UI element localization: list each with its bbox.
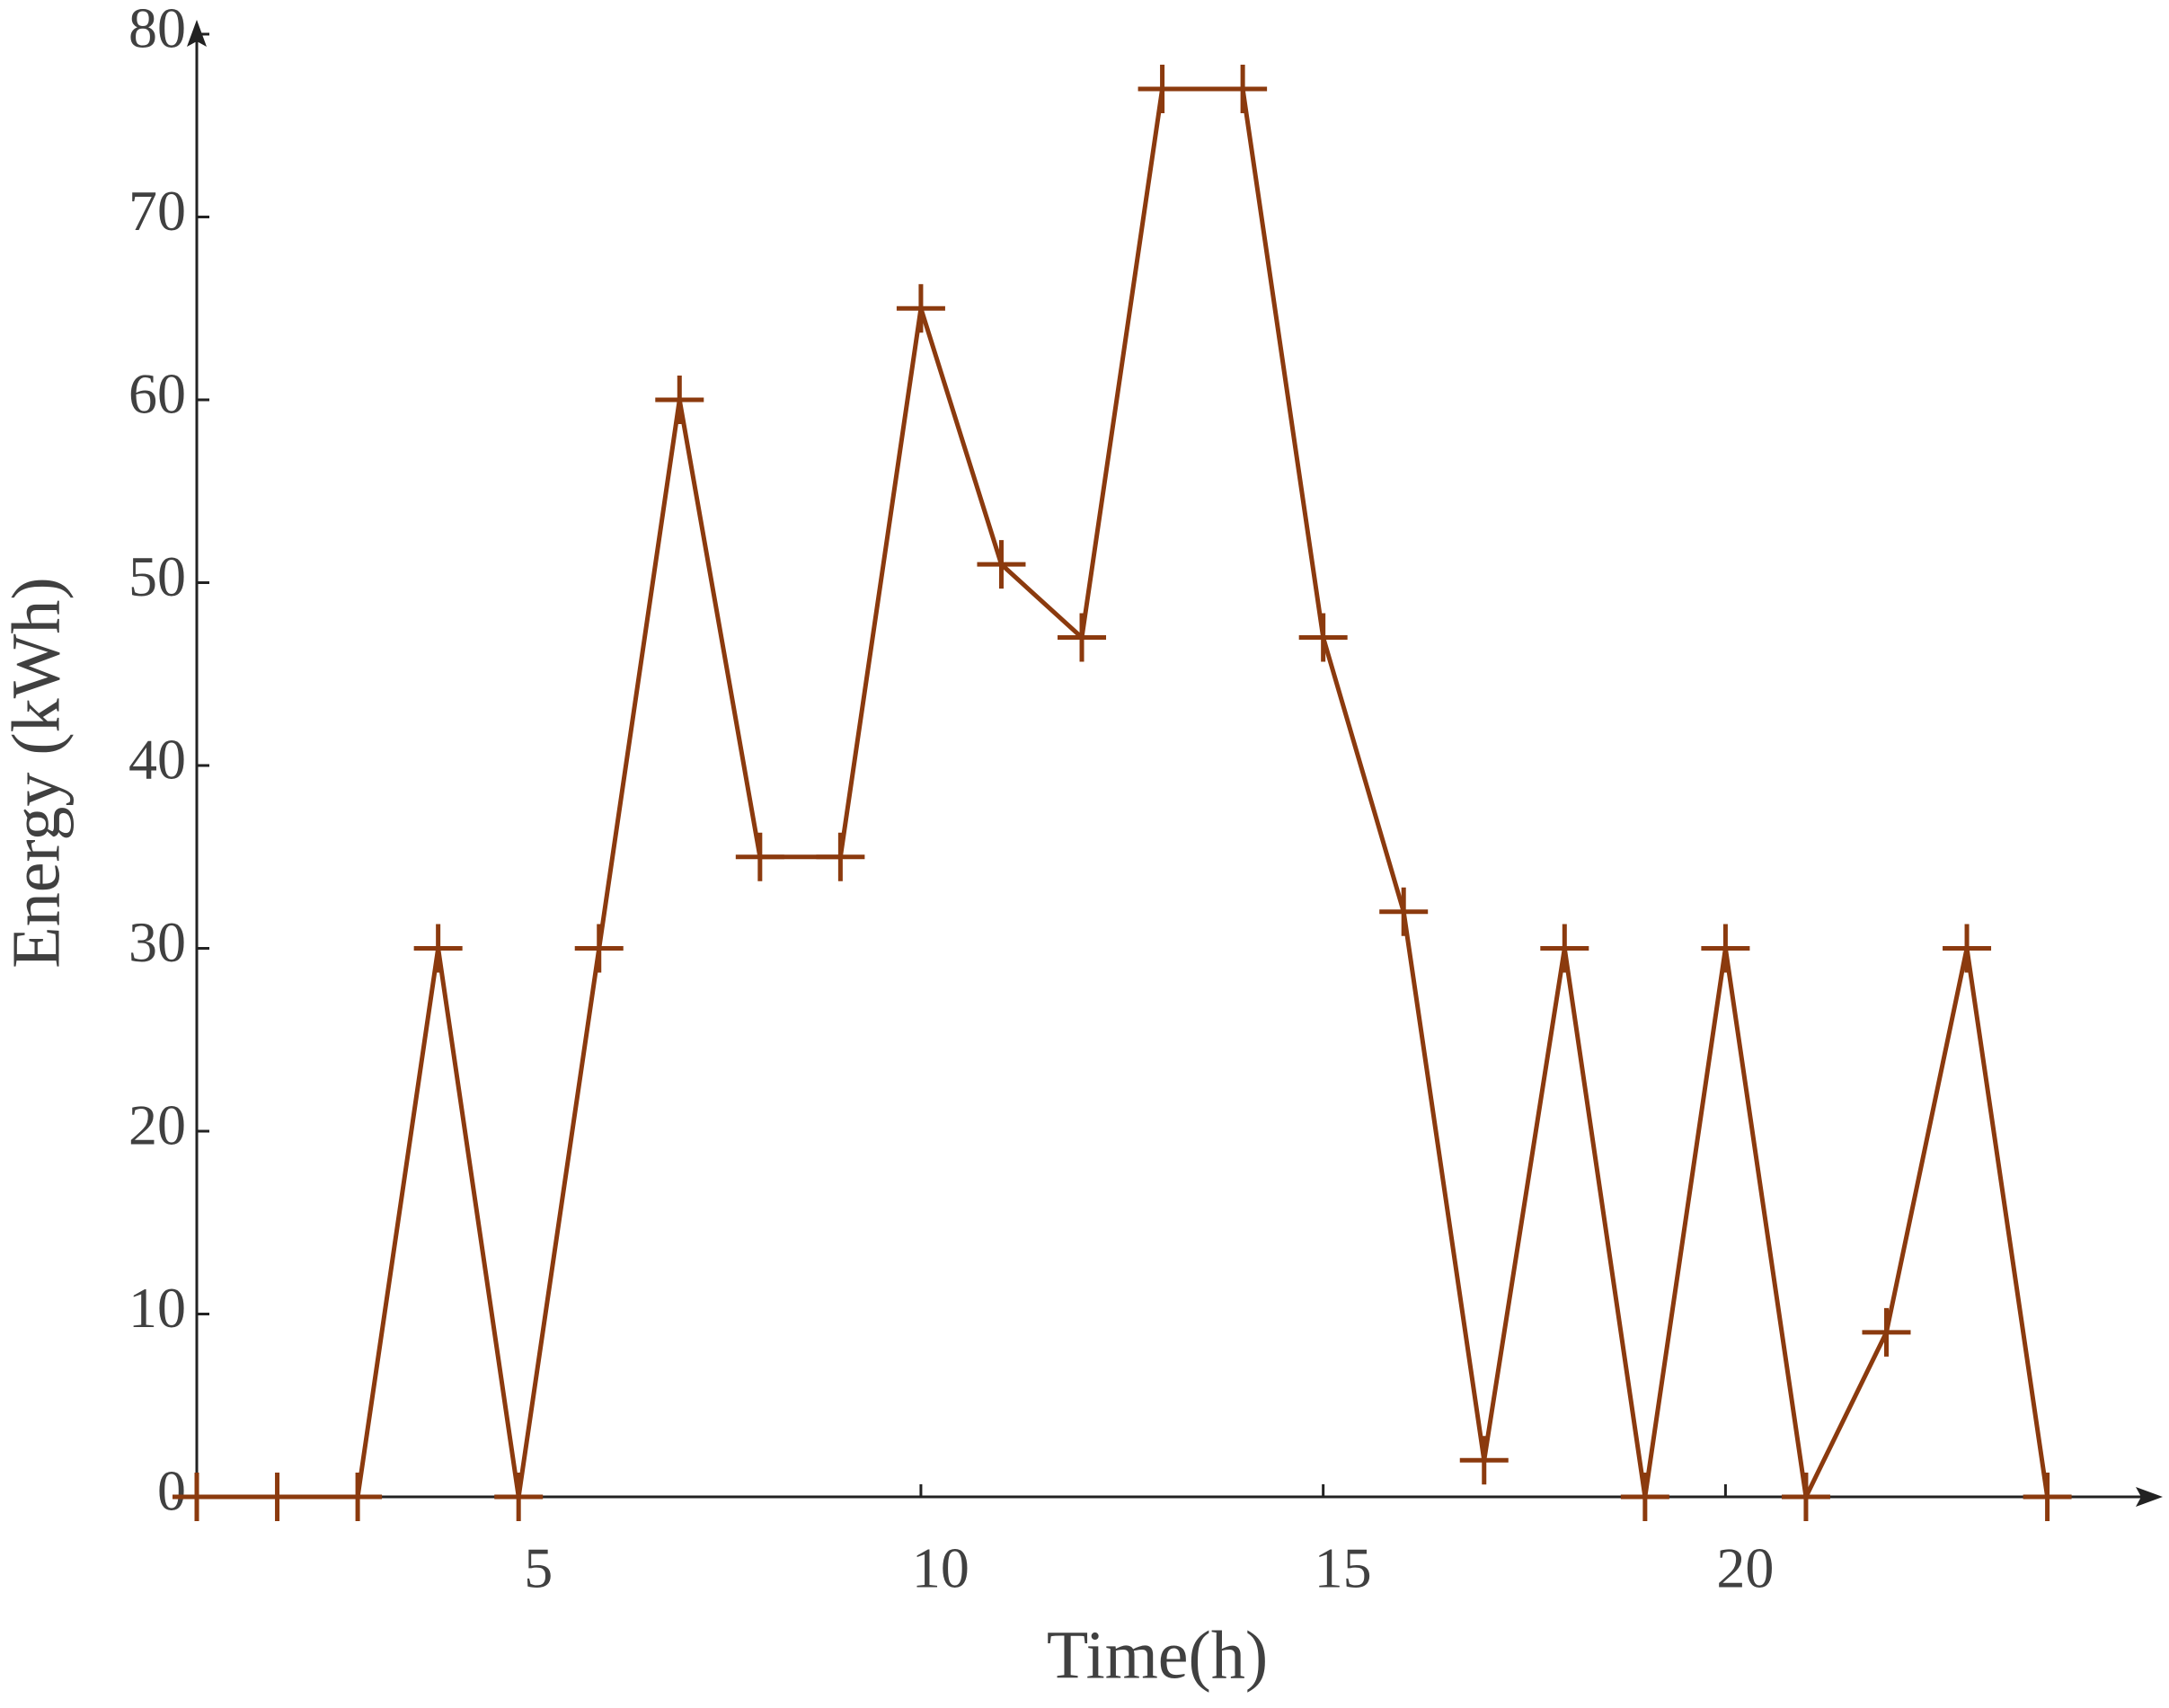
y-tick-label: 20 [128,1093,186,1157]
data-marker [1459,1436,1509,1485]
data-marker [1943,924,1992,973]
data-marker [1058,613,1107,662]
data-marker [574,924,624,973]
x-tick-label: 15 [1315,1536,1372,1600]
data-marker [1298,613,1348,662]
x-axis-arrow [2136,1487,2163,1507]
data-marker [655,376,704,424]
y-tick-label: 30 [128,910,186,974]
data-marker [173,1473,221,1521]
x-tick-label: 20 [1716,1536,1774,1600]
data-marker [735,832,784,881]
data-marker [1540,924,1589,973]
data-line [197,86,2050,1500]
data-marker [1379,887,1429,936]
data-marker [896,284,945,333]
data-marker [1701,924,1750,973]
data-marker [2023,1473,2072,1521]
data-marker [494,1473,544,1521]
data-marker [977,540,1026,589]
data-marker [816,832,865,881]
y-tick-label: 60 [128,362,186,426]
y-tick-label: 40 [128,728,186,792]
x-axis-title: Time(h) [1047,1617,1268,1693]
data-marker [1781,1473,1830,1521]
data-marker [333,1473,383,1521]
data-marker [1620,1473,1669,1521]
data-marker [1862,1307,1911,1357]
data-marker [1218,65,1268,114]
y-tick-label: 80 [128,0,186,60]
y-tick-label: 10 [128,1276,186,1340]
y-tick-label: 70 [128,179,186,243]
y-axis-title: Energy (kWh) [0,577,74,968]
x-tick-label: 10 [912,1536,969,1600]
y-tick-label: 50 [128,544,186,608]
data-marker [1138,65,1187,114]
data-marker [252,1473,302,1521]
x-tick-label: 5 [524,1536,553,1600]
y-tick-label: 0 [157,1459,186,1523]
data-marker [413,924,463,973]
